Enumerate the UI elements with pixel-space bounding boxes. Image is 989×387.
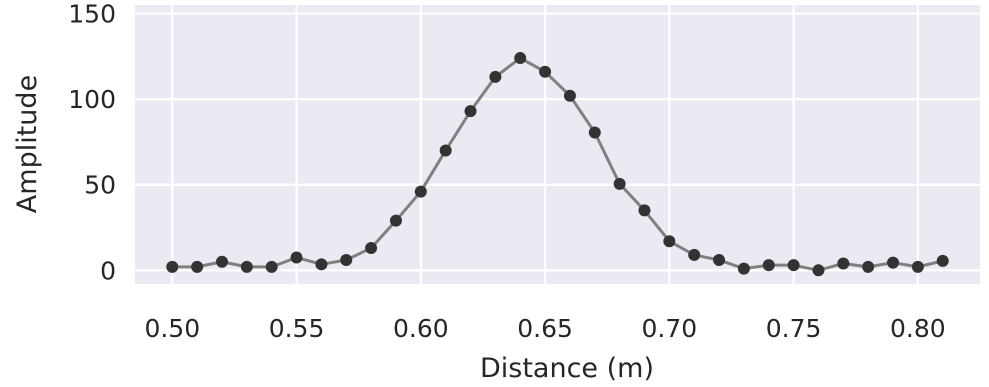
data-point — [737, 262, 750, 275]
data-point — [663, 235, 676, 248]
data-point — [365, 242, 378, 255]
data-point — [514, 52, 527, 65]
data-point — [389, 214, 402, 227]
data-point — [464, 105, 477, 118]
data-point — [340, 254, 353, 267]
plot-background — [135, 5, 980, 284]
data-point — [588, 126, 601, 139]
data-point — [290, 251, 303, 264]
data-point — [240, 260, 253, 273]
y-tick-label: 150 — [68, 0, 116, 29]
data-point — [166, 260, 179, 273]
data-point — [439, 144, 452, 157]
data-point — [191, 260, 204, 273]
data-point — [688, 248, 701, 261]
x-tick-label: 0.80 — [890, 314, 946, 343]
x-tick-label: 0.65 — [517, 314, 573, 343]
data-point — [539, 65, 552, 78]
data-point — [613, 177, 626, 190]
data-point — [911, 260, 924, 273]
x-tick-label: 0.75 — [766, 314, 822, 343]
x-tick-labels: 0.50 0.55 0.60 0.65 0.70 0.75 0.80 — [144, 314, 945, 343]
data-point — [713, 254, 726, 267]
data-point — [887, 256, 900, 269]
grid-lines — [135, 5, 980, 284]
data-point — [638, 204, 651, 217]
data-point — [862, 260, 875, 273]
x-axis-label: Distance (m) — [480, 353, 654, 384]
y-tick-label: 0 — [100, 256, 116, 285]
x-tick-label: 0.50 — [144, 314, 200, 343]
y-tick-label: 50 — [84, 171, 116, 200]
data-point — [414, 185, 427, 198]
data-point — [837, 257, 850, 270]
series-marker-layer — [166, 52, 949, 277]
data-point — [563, 89, 576, 102]
data-point — [215, 255, 228, 268]
y-axis-label: Amplitude — [12, 75, 43, 213]
data-point — [489, 70, 502, 83]
x-tick-label: 0.60 — [393, 314, 449, 343]
y-tick-label: 100 — [68, 85, 116, 114]
data-point — [315, 258, 328, 271]
data-point — [812, 264, 825, 277]
y-tick-labels: 0 50 100 150 — [68, 0, 116, 285]
x-tick-label: 0.55 — [269, 314, 325, 343]
data-point — [265, 260, 278, 273]
data-point — [762, 259, 775, 272]
data-point — [936, 254, 949, 267]
data-point — [787, 259, 800, 272]
x-tick-label: 0.70 — [642, 314, 698, 343]
